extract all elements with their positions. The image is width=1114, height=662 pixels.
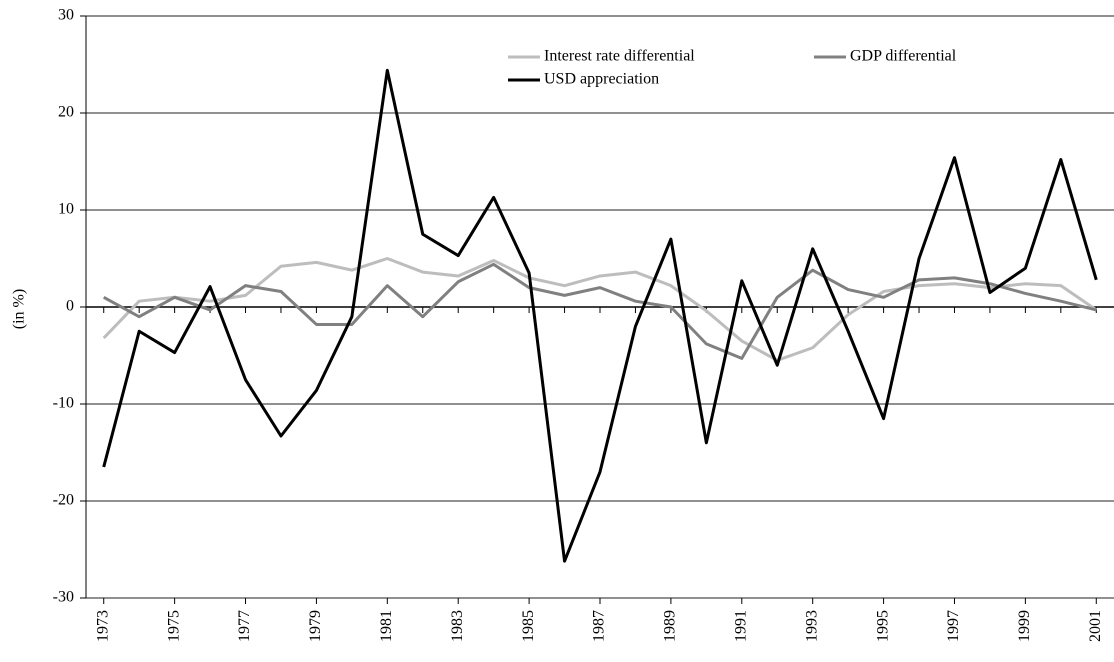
line-series — [102, 68, 1098, 563]
line-series — [103, 262, 1097, 360]
legend-label: Interest rate differential — [544, 48, 695, 65]
x-tick-label: 1973 — [94, 610, 111, 642]
x-tick-label: 1999 — [1016, 610, 1033, 642]
x-tick-label: 1975 — [165, 610, 182, 642]
y-tick-label: -20 — [53, 492, 74, 509]
x-tick-label: 1981 — [378, 610, 395, 642]
y-tick-label: -30 — [53, 589, 74, 606]
y-tick-label: 30 — [58, 7, 74, 24]
x-tick-label: 1989 — [662, 610, 679, 642]
y-tick-label: -10 — [53, 395, 74, 412]
legend-label: USD appreciation — [544, 71, 659, 88]
y-tick-label: 20 — [58, 104, 74, 121]
x-tick-label: 1993 — [803, 610, 820, 642]
y-tick-label: 0 — [66, 298, 74, 315]
x-tick-label: 1991 — [732, 610, 749, 642]
x-tick-label: 1995 — [874, 610, 891, 642]
x-tick-label: 1997 — [945, 610, 962, 642]
x-tick-label: 1983 — [449, 610, 466, 642]
x-tick-label: 1987 — [591, 610, 608, 642]
line-series — [102, 257, 1098, 362]
x-tick-label: 1979 — [307, 610, 324, 642]
y-axis-label: (in %) — [11, 289, 28, 329]
x-tick-label: 1985 — [520, 610, 537, 642]
legend-label: GDP differential — [850, 48, 957, 65]
y-tick-label: 10 — [58, 201, 74, 218]
x-tick-label: 2001 — [1087, 610, 1104, 642]
x-tick-label: 1977 — [236, 610, 253, 642]
